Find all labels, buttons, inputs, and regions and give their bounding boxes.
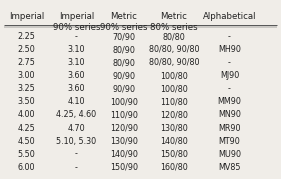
Text: 80/90: 80/90 [112,45,135,54]
Text: 4.25: 4.25 [17,124,35,132]
Text: 4.10: 4.10 [68,97,85,107]
Text: 120/90: 120/90 [110,124,138,132]
Text: 2.25: 2.25 [17,32,35,41]
Text: 130/90: 130/90 [110,137,138,146]
Text: 3.00: 3.00 [18,71,35,80]
Text: MN90: MN90 [218,110,241,119]
Text: Imperial: Imperial [9,12,44,21]
Text: 150/90: 150/90 [110,163,138,172]
Text: MR90: MR90 [218,124,241,132]
Text: 140/90: 140/90 [110,150,138,159]
Text: 90/90: 90/90 [112,84,135,93]
Text: 100/80: 100/80 [160,84,188,93]
Text: MT90: MT90 [219,137,241,146]
Text: 110/80: 110/80 [160,97,188,107]
Text: 90/90: 90/90 [112,71,135,80]
Text: MU90: MU90 [218,150,241,159]
Text: 100/80: 100/80 [160,71,188,80]
Text: 160/80: 160/80 [160,163,188,172]
Text: 110/90: 110/90 [110,110,138,119]
Text: -: - [75,32,78,41]
Text: MH90: MH90 [218,45,241,54]
Text: 80/80, 90/80: 80/80, 90/80 [149,58,199,67]
Text: 2.75: 2.75 [17,58,35,67]
Text: 3.25: 3.25 [17,84,35,93]
Text: 5.10, 5.30: 5.10, 5.30 [56,137,97,146]
Text: Imperial
90% series: Imperial 90% series [53,12,100,32]
Text: Metric
80% series: Metric 80% series [150,12,198,32]
Text: -: - [228,84,231,93]
Text: MM90: MM90 [217,97,241,107]
Text: MJ90: MJ90 [220,71,239,80]
Text: Alphabetical: Alphabetical [203,12,256,21]
Text: 5.50: 5.50 [17,150,35,159]
Text: -: - [75,150,78,159]
Text: -: - [75,163,78,172]
Text: 6.00: 6.00 [18,163,35,172]
Text: 4.00: 4.00 [18,110,35,119]
Text: MV85: MV85 [218,163,241,172]
Text: 80/90: 80/90 [112,58,135,67]
Text: 3.50: 3.50 [18,97,35,107]
Text: 2.50: 2.50 [17,45,35,54]
Text: 120/80: 120/80 [160,110,188,119]
Text: 140/80: 140/80 [160,137,188,146]
Text: 3.10: 3.10 [68,58,85,67]
Text: 4.70: 4.70 [68,124,85,132]
Text: 3.60: 3.60 [68,71,85,80]
Text: 100/90: 100/90 [110,97,138,107]
Text: 80/80: 80/80 [162,32,185,41]
Text: 130/80: 130/80 [160,124,188,132]
Text: 3.10: 3.10 [68,45,85,54]
Text: 4.50: 4.50 [18,137,35,146]
Text: 150/80: 150/80 [160,150,188,159]
Text: 70/90: 70/90 [112,32,135,41]
Text: -: - [228,32,231,41]
Text: 4.25, 4.60: 4.25, 4.60 [56,110,97,119]
Text: Metric
90% series: Metric 90% series [100,12,148,32]
Text: 3.60: 3.60 [68,84,85,93]
Text: 80/80, 90/80: 80/80, 90/80 [149,45,199,54]
Text: -: - [228,58,231,67]
